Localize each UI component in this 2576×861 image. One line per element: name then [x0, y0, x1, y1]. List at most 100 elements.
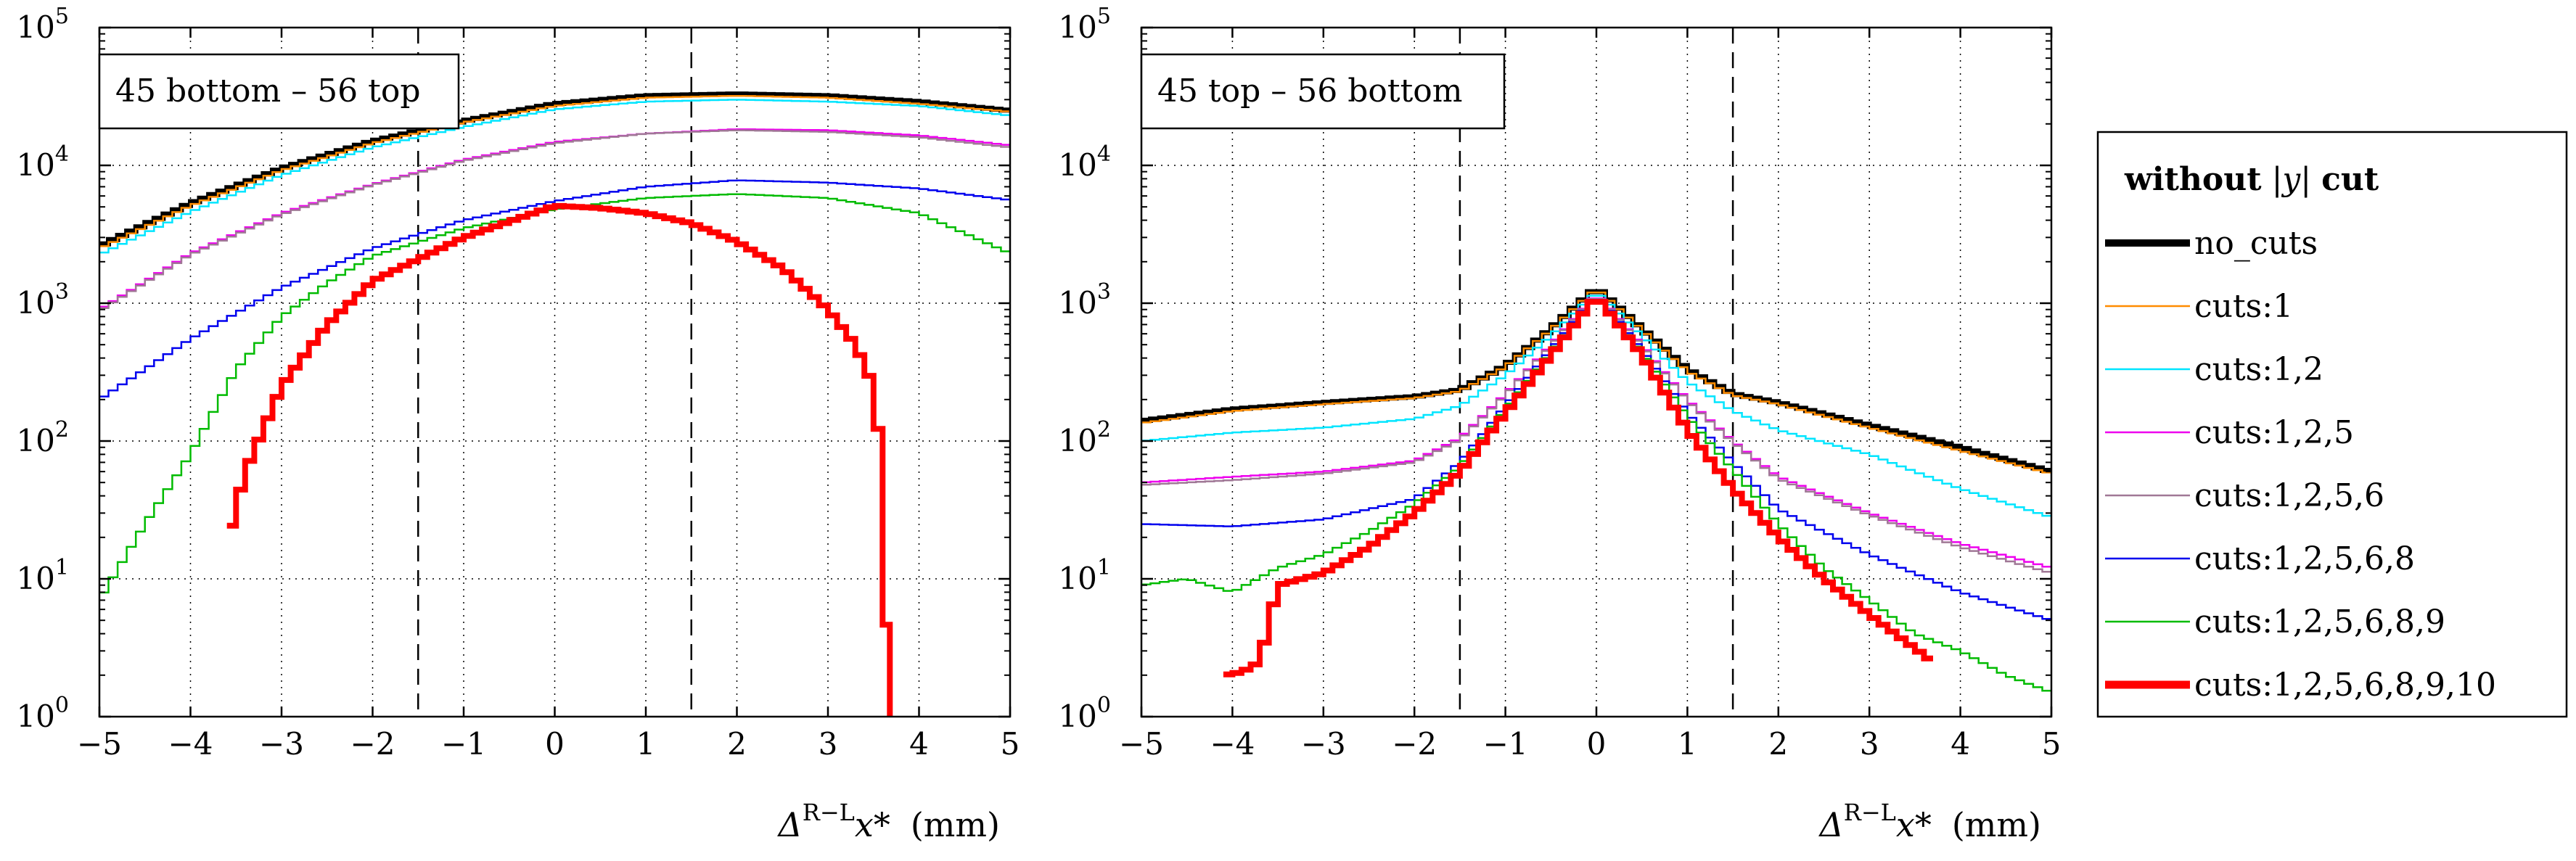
panel-title-box [1140, 53, 1506, 130]
series-line-cuts-1-2 [1141, 294, 2051, 517]
y-tick-exponent: 3 [1097, 279, 1111, 305]
legend-label: cuts:1 [2194, 288, 2293, 325]
legend-box [2096, 131, 2568, 718]
x-tick-label: 5 [1001, 726, 1020, 762]
x-tick-label: 4 [1951, 726, 1970, 762]
x-tick-label: −4 [1210, 726, 1255, 762]
y-tick-base: 10 [16, 9, 54, 45]
y-tick-label: 104 [1058, 141, 1111, 183]
y-tick-label: 100 [1058, 693, 1111, 734]
series-line-cuts-1-2-5-6-8-9-10 [1223, 299, 1933, 677]
x-tick-label: −1 [441, 726, 486, 762]
legend-entry: cuts:1,2 [2105, 351, 2323, 388]
y-tick-exponent: 5 [1097, 4, 1111, 29]
y-tick-label: 102 [1058, 417, 1111, 458]
legend-label: cuts:1,2,5,6,8,9,10 [2194, 667, 2496, 704]
y-tick-base: 10 [16, 147, 54, 183]
x-tick-label: −5 [1119, 726, 1164, 762]
y-tick-exponent: 2 [55, 417, 69, 442]
x-tick-label: −4 [168, 726, 213, 762]
x-tick-label: 0 [545, 726, 565, 762]
y-tick-label: 102 [16, 417, 69, 458]
x-label-unit: (mm) [911, 805, 1000, 844]
x-label-delta: Δ [777, 805, 803, 844]
y-tick-exponent: 0 [55, 693, 69, 718]
x-tick-label: 0 [1587, 726, 1607, 762]
y-tick-label: 101 [16, 555, 69, 596]
x-tick-label: −2 [1392, 726, 1437, 762]
legend-title-bold: without [2124, 161, 2262, 198]
plot-frame [1140, 26, 2053, 718]
y-tick-base: 10 [1058, 561, 1096, 596]
legend-entry: cuts:1,2,5,6,8 [2105, 540, 2415, 577]
x-tick-label: 1 [636, 726, 656, 762]
x-tick-label: 2 [1768, 726, 1788, 762]
series-line-cuts-1 [99, 94, 1010, 247]
y-tick-base: 10 [1058, 9, 1096, 45]
legend-title-var: |y| [2272, 161, 2312, 198]
legend-entry: cuts:1 [2105, 288, 2293, 325]
y-tick-exponent: 0 [1097, 693, 1111, 718]
y-tick-label: 101 [1058, 555, 1111, 596]
legend-entry: cuts:1,2,5 [2105, 414, 2354, 451]
x-tick-label: 5 [2042, 726, 2062, 762]
series-line-cuts-1-2 [99, 99, 1010, 254]
legend-entry: no_cuts [2105, 225, 2318, 262]
y-tick-label: 103 [16, 279, 69, 321]
legend-label: cuts:1,2,5,6,8,9 [2194, 603, 2445, 640]
y-tick-base: 10 [1058, 699, 1096, 734]
x-tick-label: 4 [909, 726, 929, 762]
y-tick-exponent: 2 [1097, 417, 1111, 442]
panel-title-box [98, 53, 460, 130]
y-tick-base: 10 [1058, 285, 1096, 321]
legend-label: cuts:1,2,5 [2194, 414, 2354, 451]
y-tick-base: 10 [1058, 147, 1096, 183]
legend-title: without |y| cut [2124, 161, 2379, 198]
x-tick-label: −1 [1483, 726, 1528, 762]
series-line-cuts-1 [1141, 292, 2051, 474]
panel-title: 45 bottom – 56 top [115, 73, 421, 110]
y-tick-exponent: 1 [1097, 555, 1111, 580]
x-axis-label: ΔR−Lx* (mm) [777, 799, 1000, 844]
legend-entry: cuts:1,2,5,6,8,9 [2105, 603, 2445, 640]
x-tick-label: −2 [350, 726, 395, 762]
x-tick-label: −3 [259, 726, 304, 762]
x-tick-label: 3 [1860, 726, 1879, 762]
x-label-sup: R−L [1844, 799, 1896, 826]
y-tick-label: 100 [16, 693, 69, 734]
legend-title-bold2: cut [2321, 161, 2379, 198]
x-label-unit: (mm) [1952, 805, 2041, 844]
x-tick-label: 1 [1678, 726, 1697, 762]
series-line-cuts-1-2-5-6-8-9 [99, 193, 1010, 594]
x-label-var: x* [855, 805, 890, 844]
y-tick-exponent: 5 [55, 4, 69, 29]
y-tick-base: 10 [16, 285, 54, 321]
y-tick-exponent: 4 [1097, 141, 1111, 167]
legend-label: cuts:1,2,5,6,8 [2194, 540, 2415, 577]
legend-label: no_cuts [2194, 225, 2318, 262]
x-tick-label: 2 [727, 726, 747, 762]
x-tick-label: −3 [1301, 726, 1346, 762]
y-tick-base: 10 [16, 423, 54, 458]
y-tick-label: 105 [16, 4, 69, 45]
y-tick-base: 10 [16, 699, 54, 734]
x-label-delta: Δ [1818, 805, 1844, 844]
x-tick-label: 3 [819, 726, 838, 762]
legend-entry: cuts:1,2,5,6,8,9,10 [2105, 667, 2496, 704]
x-label-var: x* [1896, 805, 1932, 844]
y-tick-label: 103 [1058, 279, 1111, 321]
y-tick-label: 105 [1058, 4, 1111, 45]
x-tick-label: −5 [77, 726, 122, 762]
x-label-sup: R−L [803, 799, 855, 826]
legend-label: cuts:1,2 [2194, 351, 2323, 388]
y-tick-exponent: 3 [55, 279, 69, 305]
legend-entry: cuts:1,2,5,6 [2105, 477, 2384, 514]
series-group [1141, 289, 2051, 692]
y-tick-exponent: 4 [55, 141, 69, 167]
series-group [99, 91, 1010, 717]
y-tick-base: 10 [1058, 423, 1096, 458]
y-tick-base: 10 [16, 561, 54, 596]
